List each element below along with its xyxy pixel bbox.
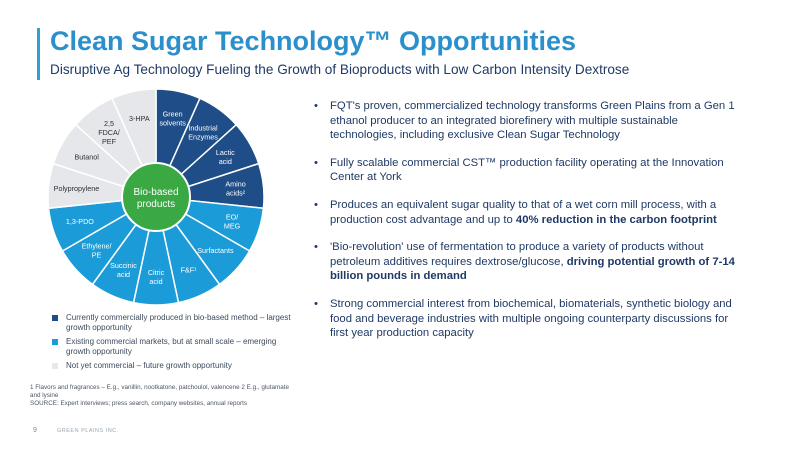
bullet-item: • Strong commercial interest from biochem… (314, 297, 746, 341)
legend-item: Currently commercially produced in bio-b… (52, 313, 292, 333)
wheel-segment-label: Surfactants (197, 246, 234, 255)
footnote-source: SOURCE: Expert interviews; press search,… (30, 400, 247, 407)
footnote-definitions: 1 Flavors and fragrances – E.g., vanilli… (30, 384, 290, 399)
wheel-center (121, 162, 191, 232)
wheel-segment-label: Industrial Enzymes (188, 123, 218, 141)
bullet-text: Fully scalable commercial CST™ productio… (330, 156, 724, 184)
wheel-segment-label: 2,5 FDCA/PEF (98, 119, 120, 146)
wheel-segment-label: Lactic acid (216, 148, 235, 166)
wheel-segment-label: EO/MEG (224, 213, 241, 231)
bullet-item: • 'Bio-revolution' use of fermentation to… (314, 240, 746, 284)
legend-text: Existing commercial markets, but at smal… (66, 337, 277, 356)
bullet-dot-icon: • (314, 100, 318, 112)
bullet-dot-icon: • (314, 156, 318, 169)
legend-text: Not yet commercial – future growth oppor… (66, 361, 232, 370)
legend-item: Not yet commercial – future growth oppor… (52, 361, 292, 371)
bullet-item: • FQT's proven, commercialized technology… (314, 99, 746, 143)
legend-swatch (52, 339, 58, 345)
legend-text: Currently commercially produced in bio-b… (66, 313, 291, 332)
wheel-segment-label: Amino acids² (225, 180, 245, 198)
wheel-legend: Currently commercially produced in bio-b… (52, 313, 292, 375)
bullet-text: FQT's proven, commercialized technology … (330, 100, 735, 142)
legend-swatch (52, 315, 58, 321)
wheel-segment-label: Butanol (75, 153, 100, 162)
wheel-segment-label: F&F¹ (181, 266, 198, 275)
slide-subtitle: Disruptive Ag Technology Fueling the Gro… (50, 62, 630, 77)
bullet-emphasis: 40% reduction in the carbon footprint (515, 213, 717, 226)
bullet-text: 'Bio-revolution' use of fermentation to … (330, 241, 704, 268)
wheel-segment-label: Green solvents (159, 110, 186, 128)
bullet-emphasis: driving potential growth of 7-14 billion… (330, 255, 735, 283)
footnotes: 1 Flavors and fragrances – E.g., vanilli… (30, 384, 300, 408)
bullet-item: • Fully scalable commercial CST™ producti… (314, 156, 746, 185)
legend-swatch (52, 363, 58, 369)
legend-item: Existing commercial markets, but at smal… (52, 337, 292, 357)
wheel-center-label: Bio-based products (133, 187, 178, 210)
wheel-segment-label: Ethylene/PE (82, 242, 112, 260)
bullet-dot-icon: • (314, 198, 318, 211)
bullet-dot-icon: • (314, 241, 318, 254)
wheel-segment-label: Citric acid (148, 268, 165, 286)
wheel-segment-label: Polypropylene (54, 184, 100, 193)
bullet-text: Strong commercial interest from biochemi… (330, 297, 732, 340)
wheel-segment-label: Succinic acid (110, 261, 137, 279)
bullet-dot-icon: • (314, 297, 318, 310)
company-name: GREEN PLAINS INC. (57, 428, 119, 434)
page-number: 9 (33, 427, 37, 434)
wheel-segment-label: 3-HPA (129, 114, 150, 123)
bullet-item: • Produces an equivalent sugar quality to… (314, 198, 746, 227)
slide-title: Clean Sugar Technology™ Opportunities (50, 26, 577, 56)
bullet-text: Produces an equivalent sugar quality to … (330, 198, 717, 226)
wheel-segment-label: 1,3-PDO (66, 217, 94, 226)
title-accent-bar (37, 28, 40, 80)
bullet-list: • FQT's proven, commercialized technology… (314, 99, 746, 354)
